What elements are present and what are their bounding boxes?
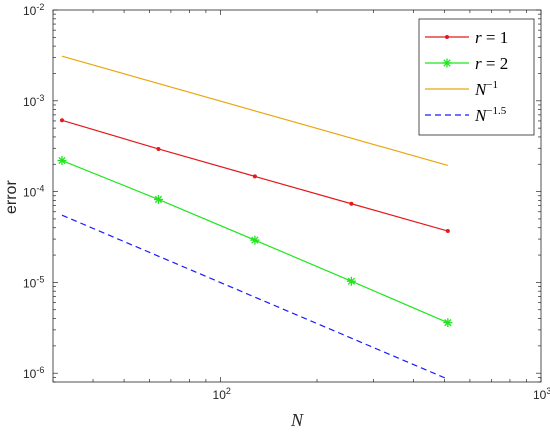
series-1-point bbox=[57, 156, 67, 166]
y-tick-base: 10 bbox=[23, 4, 37, 18]
y-axis-label: error bbox=[3, 180, 20, 214]
series-line-2 bbox=[61, 55, 449, 167]
y-tick-base: 10 bbox=[23, 276, 37, 290]
y-tick-label: 10-6 bbox=[23, 365, 44, 381]
y-tick-exponent: -2 bbox=[36, 2, 44, 12]
y-tick-label: 10-4 bbox=[23, 184, 44, 200]
y-tick-base: 10 bbox=[23, 95, 37, 109]
series-1-point bbox=[346, 276, 356, 286]
x-tick-exponent: 3 bbox=[546, 386, 550, 396]
legend-label-0: r = 1 bbox=[475, 28, 508, 47]
y-tick-exponent: -3 bbox=[36, 93, 44, 103]
legend-label-3: N−1.5 bbox=[474, 105, 507, 125]
series-0-point bbox=[349, 201, 354, 206]
y-tick-label: 10-5 bbox=[23, 274, 44, 290]
y-tick-exponent: -5 bbox=[36, 274, 44, 284]
x-axis-label: N bbox=[290, 410, 304, 430]
y-tick-base: 10 bbox=[23, 186, 37, 200]
legend-var: N bbox=[474, 80, 488, 99]
x-tick-base: 10 bbox=[533, 388, 547, 402]
series-0-point bbox=[445, 229, 450, 234]
x-tick-label: 103 bbox=[533, 386, 550, 402]
legend-var: N bbox=[474, 106, 488, 125]
y-tick-label: 10-2 bbox=[23, 2, 44, 18]
legend-label-2: N−1 bbox=[474, 79, 498, 99]
legend-box bbox=[418, 18, 535, 136]
legend-exponent: −1.5 bbox=[486, 105, 506, 117]
legend-marker-0 bbox=[445, 35, 449, 39]
series-1-point bbox=[250, 235, 260, 245]
legend-rest: = 1 bbox=[482, 28, 509, 47]
series-0-point bbox=[59, 118, 64, 123]
x-tick-exponent: 2 bbox=[226, 386, 231, 396]
y-tick-exponent: -6 bbox=[36, 365, 44, 375]
legend-var: r bbox=[475, 54, 482, 73]
legend: r = 1r = 2N−1N−1.5 bbox=[418, 18, 535, 136]
legend-label-1: r = 2 bbox=[475, 54, 508, 73]
series-1-point bbox=[153, 194, 163, 204]
legend-exponent: −1 bbox=[486, 79, 498, 91]
y-tick-label: 10-3 bbox=[23, 93, 44, 109]
series-0-point bbox=[252, 174, 257, 179]
legend-var: r bbox=[475, 28, 482, 47]
series-1-point bbox=[443, 318, 453, 328]
x-tick-base: 10 bbox=[213, 388, 227, 402]
legend-marker-1 bbox=[442, 58, 452, 68]
y-tick-exponent: -4 bbox=[36, 184, 44, 194]
y-tick-base: 10 bbox=[23, 367, 37, 381]
legend-rest: = 2 bbox=[482, 54, 509, 73]
x-tick-label: 102 bbox=[213, 386, 231, 402]
series-0-point bbox=[156, 146, 161, 151]
